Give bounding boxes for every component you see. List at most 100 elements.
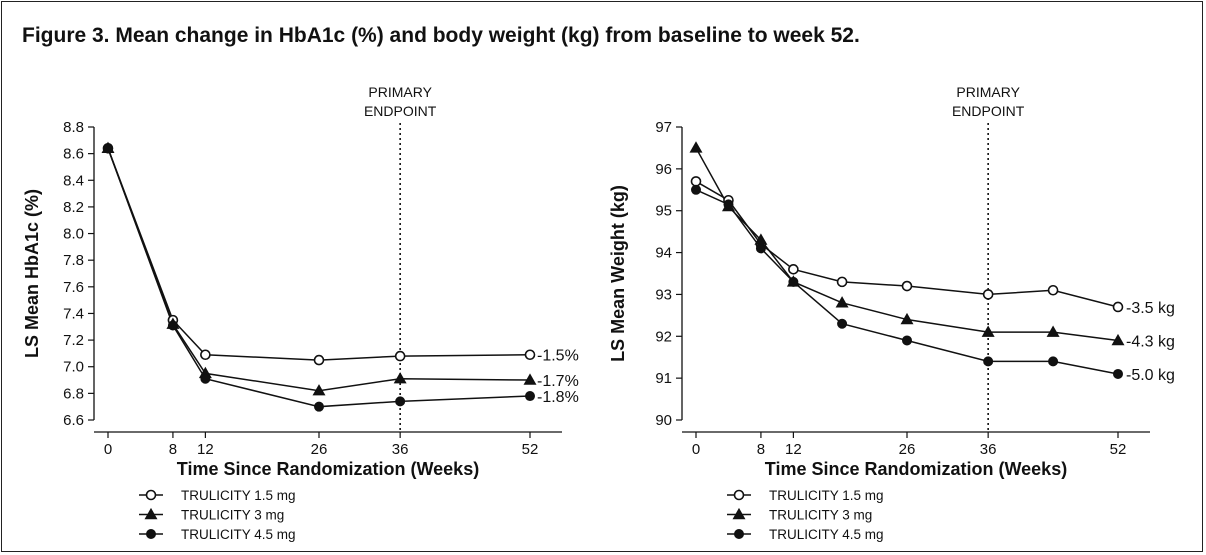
series-end-label: -1.5% (537, 348, 579, 365)
y-tick-label: 92 (655, 328, 672, 345)
series-point (525, 391, 535, 402)
series-end-label: -5.0 kg (1126, 367, 1175, 384)
y-tick-label: 8.4 (63, 172, 84, 189)
series-point (981, 325, 995, 337)
series-point (103, 143, 113, 154)
series-point (837, 318, 848, 329)
legend-marker (145, 489, 157, 501)
y-tick-label: 6.6 (63, 412, 84, 429)
x-tick-label: 12 (785, 441, 802, 458)
series-point (1112, 301, 1124, 313)
x-tick-label: 36 (980, 441, 997, 458)
x-tick-label: 52 (1110, 441, 1127, 458)
series-point (1047, 284, 1059, 296)
y-tick-label: 93 (655, 286, 672, 303)
primary-endpoint-label: PRIMARY (956, 84, 1020, 100)
series-point (788, 276, 799, 287)
series-point (982, 289, 994, 300)
series-point (1046, 325, 1060, 337)
y-tick-label: 7.6 (63, 279, 84, 296)
x-tick-label: 36 (392, 441, 409, 458)
series-point (312, 384, 326, 396)
x-tick-label: 26 (899, 441, 916, 458)
y-axis-title: LS Mean Weight (kg) (608, 185, 628, 362)
y-tick-label: 8.6 (63, 146, 84, 163)
series-point (394, 350, 406, 362)
series-point (523, 373, 537, 385)
x-tick-label: 26 (311, 441, 328, 458)
series-point (200, 349, 211, 361)
y-tick-label: 7.2 (63, 332, 84, 349)
series-point (1113, 368, 1123, 379)
legend-marker (732, 507, 746, 520)
series-point (393, 372, 407, 384)
series-point (314, 401, 324, 412)
weight-chart: 90 91 92 93 94 95 96 97 0 8 12 26 36 52 Time Since Ran… (608, 84, 1175, 542)
series-point (313, 354, 325, 366)
primary-endpoint-label: ENDPOINT (364, 103, 437, 119)
y-axis-title: LS Mean HbA1c (%) (22, 189, 42, 358)
x-tick-label: 8 (169, 441, 177, 458)
legend-marker (733, 489, 745, 501)
series-end-label: -3.5 kg (1126, 300, 1175, 317)
y-tick-label: 7.4 (63, 305, 84, 322)
x-tick-label: 12 (197, 441, 214, 458)
series-point (723, 199, 734, 210)
y-tick-label: 8.8 (63, 119, 84, 136)
x-axis-title: Time Since Randomization (Weeks) (177, 459, 479, 479)
series-point (835, 296, 849, 308)
series-line (107, 148, 531, 361)
series-point (689, 141, 703, 153)
y-tick-label: 7.0 (63, 359, 84, 376)
legend-entry: TRULICITY 3 mg (769, 508, 872, 523)
primary-endpoint-label: ENDPOINT (952, 103, 1025, 119)
y-tick-label: 96 (655, 161, 672, 178)
series-point (395, 396, 406, 407)
legend-entry: TRULICITY 4.5 mg (769, 527, 884, 542)
series-point (836, 276, 848, 288)
primary-endpoint-label: PRIMARY (368, 84, 432, 100)
series-point (983, 356, 994, 367)
legend-marker (146, 529, 156, 539)
legend-marker (734, 529, 744, 539)
y-tick-label: 97 (655, 119, 672, 136)
series-point (788, 264, 799, 275)
x-tick-label: 0 (104, 441, 112, 458)
y-tick-label: 8.2 (63, 199, 84, 216)
series-point (1111, 333, 1125, 346)
series-point (902, 335, 912, 346)
figure-title: Figure 3. Mean change in HbA1c (%) and b… (22, 24, 860, 47)
series-end-label: -1.8% (537, 389, 579, 406)
series-point (901, 280, 913, 292)
y-tick-label: 94 (655, 245, 672, 262)
x-tick-label: 8 (757, 441, 765, 458)
legend-marker (144, 507, 158, 520)
y-tick-label: 90 (655, 412, 672, 429)
y-tick-label: 7.8 (63, 252, 84, 269)
series-line (107, 148, 531, 408)
series-point (690, 176, 702, 187)
y-tick-label: 6.8 (63, 385, 84, 402)
y-tick-label: 8.0 (63, 226, 84, 243)
legend-entry: TRULICITY 4.5 mg (181, 527, 296, 542)
series-point (691, 184, 701, 195)
series-end-label: -4.3 kg (1126, 333, 1175, 350)
x-tick-label: 0 (692, 441, 700, 458)
legend-entry: TRULICITY 1.5 mg (769, 488, 884, 503)
hba1c-chart: 6.6 6.8 7.0 7.2 7.4 7.6 7.8 8.0 8.2 8.4 8.6 8.8 0 8 12… (22, 84, 579, 542)
y-tick-label: 91 (655, 370, 672, 387)
x-axis-title: Time Since Randomization (Weeks) (765, 459, 1067, 479)
x-tick-label: 52 (522, 441, 539, 458)
series-point (524, 349, 536, 361)
y-tick-label: 95 (655, 203, 672, 220)
series-line (107, 148, 531, 392)
series-end-label: -1.7% (537, 373, 579, 390)
series-point (200, 373, 211, 384)
series-point (167, 320, 178, 331)
legend-entry: TRULICITY 1.5 mg (181, 488, 296, 503)
series-point (900, 312, 914, 325)
series-point (755, 243, 766, 254)
series-point (1048, 356, 1059, 367)
